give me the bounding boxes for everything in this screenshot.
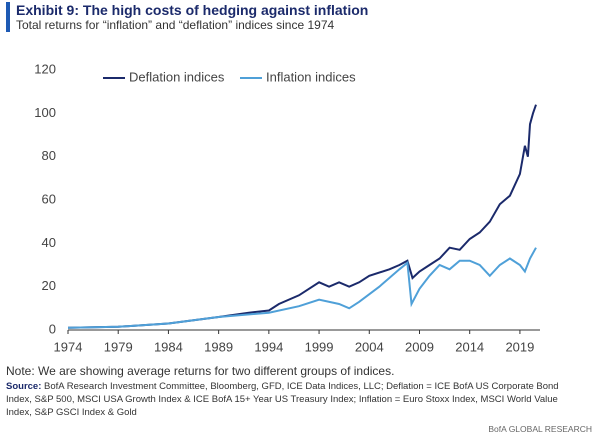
source: Source: BofA Research Investment Committ… (6, 380, 566, 419)
x-tick-label: 1979 (104, 339, 133, 354)
source-label: Source: (6, 381, 42, 392)
series-line (67, 104, 537, 329)
x-tick-label: 1989 (204, 339, 233, 354)
legend-label: Deflation indices (129, 69, 225, 84)
x-tick-label: 2014 (455, 339, 484, 354)
footer: BofA GLOBAL RESEARCH (488, 424, 592, 434)
x-tick-label: 1999 (305, 339, 334, 354)
y-tick-label: 80 (42, 148, 56, 163)
x-tick-label: 1974 (54, 339, 83, 354)
note: Note: We are showing average returns for… (6, 364, 395, 378)
x-tick-label: 2019 (505, 339, 534, 354)
x-tick-label: 1984 (154, 339, 183, 354)
series-line (67, 247, 537, 329)
y-tick-label: 100 (34, 105, 56, 120)
y-tick-label: 0 (49, 321, 56, 336)
header: Exhibit 9: The high costs of hedging aga… (6, 2, 368, 32)
x-tick-label: 2009 (405, 339, 434, 354)
y-tick-label: 120 (34, 61, 56, 76)
chart-title: Exhibit 9: The high costs of hedging aga… (16, 2, 369, 18)
chart: 0 20 40 60 80 100 120 1974 1979 1984 1989 1994 1999 2… (34, 61, 540, 354)
y-tick-label: 40 (42, 235, 56, 250)
y-tick-label: 60 (42, 191, 56, 206)
x-tick-label: 2004 (355, 339, 384, 354)
legend-label: Inflation indices (266, 69, 356, 84)
source-text: BofA Research Investment Committee, Bloo… (6, 381, 559, 418)
y-tick-label: 20 (42, 278, 56, 293)
x-tick-label: 1994 (254, 339, 283, 354)
chart-subtitle: Total returns for “inflation” and “defla… (16, 18, 335, 32)
